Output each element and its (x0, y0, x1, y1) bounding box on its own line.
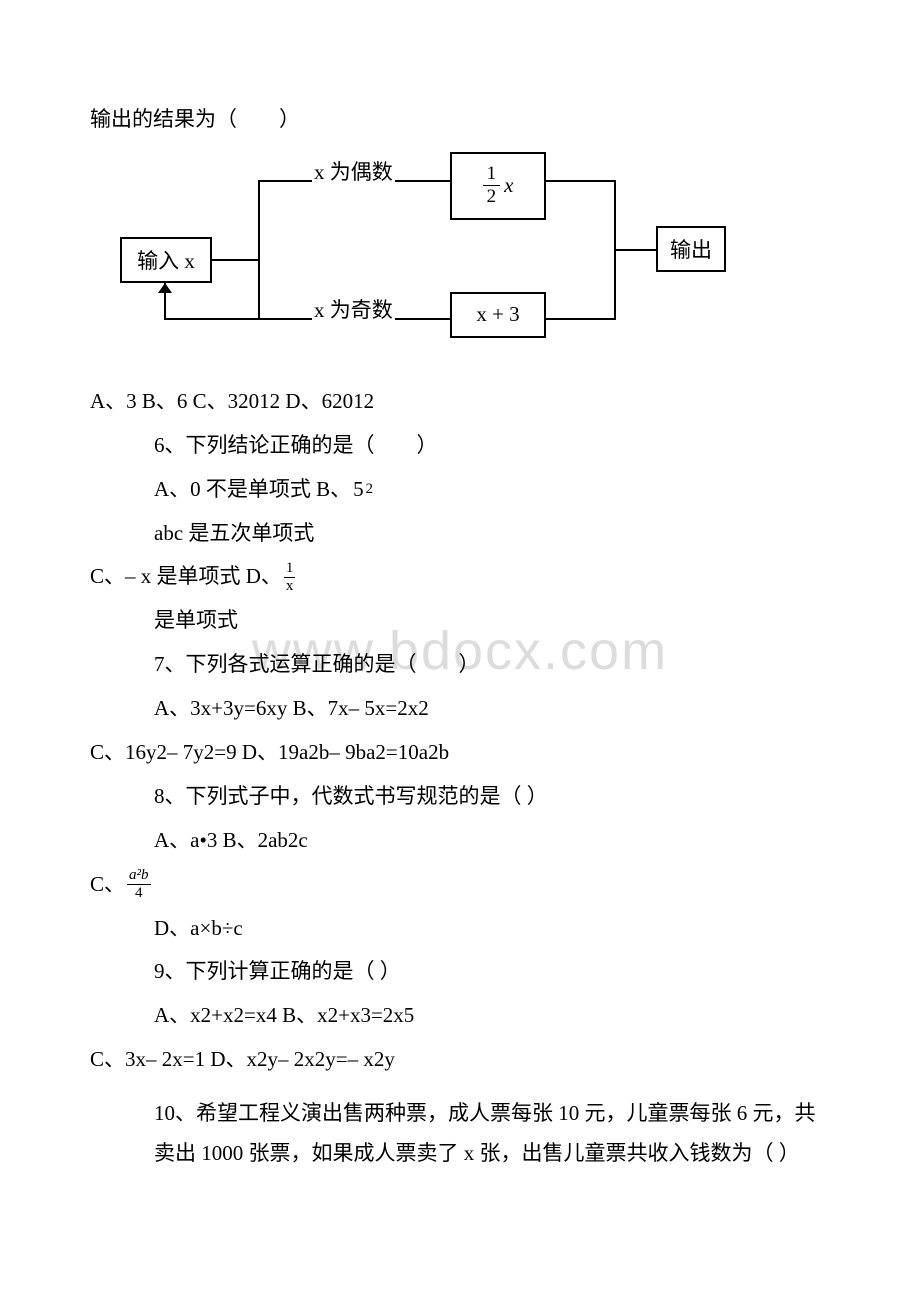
q6-frac: 1 x (284, 561, 296, 594)
q8-optC-prefix: C、 (90, 865, 125, 905)
q6-optCD: C、– x 是单项式 D、 1 x (90, 557, 830, 597)
q5-intro: 输出的结果为（ ） (90, 100, 830, 140)
flow-line (614, 249, 656, 251)
document-content: 输出的结果为（ ） 输入 x 1 2 x x 为偶数 x + 3 x 为奇数 (90, 100, 830, 1174)
feedback-arrow (158, 283, 172, 293)
q8-frac: a²b 4 (127, 868, 151, 901)
frac-den: 2 (487, 186, 497, 207)
q9-optAB: A、x2+x2=x4 B、x2+x3=2x5 (90, 996, 830, 1036)
flow-line (164, 318, 260, 320)
flow-line (212, 259, 260, 261)
frac-den: 4 (127, 885, 151, 901)
q6-line2: abc 是五次单项式 (90, 514, 830, 554)
q8-optAB: A、a•3 B、2ab2c (90, 821, 830, 861)
q7-stem: 7、下列各式运算正确的是（ ） (90, 645, 830, 685)
odd-label: x 为奇数 (312, 294, 395, 324)
q8-stem: 8、下列式子中，代数式书写规范的是（ ） (90, 777, 830, 817)
q10-stem: 10、希望工程义演出售两种票，成人票每张 10 元，儿童票每张 6 元，共卖出 … (90, 1094, 830, 1174)
half-x-box: 1 2 x (450, 152, 546, 220)
flow-line (546, 318, 616, 320)
q5-flowchart: 输入 x 1 2 x x 为偶数 x + 3 x 为奇数 输出 (120, 152, 730, 352)
q6-optA-prefix: A、0 不是单项式 B、 (154, 470, 351, 510)
q9-stem: 9、下列计算正确的是（ ） (90, 952, 830, 992)
q9-optCD: C、3x– 2x=1 D、x2y– 2x2y=– x2y (90, 1040, 830, 1080)
q6-five: 5 (353, 470, 364, 510)
even-label: x 为偶数 (312, 156, 395, 186)
x-plus-3-box: x + 3 (450, 292, 546, 338)
q5-options: A、3 B、6 C、32012 D、62012 (90, 382, 830, 422)
q6-optCD-prefix: C、– x 是单项式 D、 (90, 557, 282, 597)
q6-stem: 6、下列结论正确的是（ ） (90, 426, 830, 466)
q7-optCD: C、16y2– 7y2=9 D、19a2b– 9ba2=10a2b (90, 733, 830, 773)
flow-line (258, 180, 260, 320)
output-box: 输出 (656, 226, 726, 272)
half-x-suffix: x (504, 173, 513, 198)
q8-optD: D、a×b÷c (90, 909, 830, 949)
input-box: 输入 x (120, 237, 212, 283)
frac-num: 1 (487, 163, 497, 184)
flow-line (546, 180, 616, 182)
q7-optAB: A、3x+3y=6xy B、7x– 5x=2x2 (90, 689, 830, 729)
frac-num: 1 (284, 561, 296, 578)
q6-optAB: A、0 不是单项式 B、52 (90, 470, 830, 510)
q6-exp: 2 (366, 476, 373, 504)
q8-optC: C、 a²b 4 (90, 865, 830, 905)
frac-den: x (284, 578, 296, 594)
frac-num: a²b (127, 868, 151, 885)
q6-line4: 是单项式 (90, 601, 830, 641)
